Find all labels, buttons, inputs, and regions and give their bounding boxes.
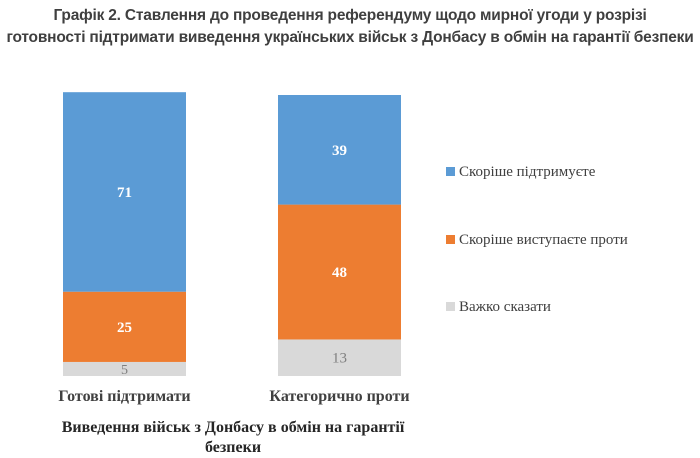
data-label: 5 <box>121 363 128 378</box>
data-label: 48 <box>332 265 347 281</box>
bar-segment <box>278 95 401 205</box>
legend-label: Скоріше підтримуєте <box>459 164 596 180</box>
data-label: 13 <box>332 351 347 367</box>
legend-swatch <box>446 167 455 176</box>
legend-label: Скоріше виступаєте проти <box>459 232 628 248</box>
bar-segment <box>278 339 401 376</box>
data-label: 71 <box>117 185 132 201</box>
bar-segment <box>63 291 186 362</box>
category-label: Категорично проти <box>269 388 409 405</box>
chart-title-line-2: готовності підтримати виведення українсь… <box>6 29 694 46</box>
x-axis-label-line-1: Виведення військ з Донбасу в обмін на га… <box>62 419 405 436</box>
legend: Скоріше підтримуєте Скоріше виступаєте пр… <box>446 164 628 315</box>
bar-segment <box>278 204 401 340</box>
data-label: 39 <box>332 143 347 159</box>
data-label: 25 <box>117 320 132 336</box>
chart-title-line-1: Графік 2. Ставлення до проведення рефере… <box>53 7 647 24</box>
bars-group: 5 25 71 13 48 39 <box>63 92 401 378</box>
category-label: Готові підтримати <box>58 388 190 405</box>
legend-swatch <box>446 302 455 311</box>
bar-segment <box>63 92 186 292</box>
x-axis-label-line-2: безпеки <box>205 439 261 456</box>
category-labels: Готові підтримати Категорично проти <box>58 388 409 405</box>
legend-label: Важко сказати <box>459 299 551 315</box>
chart-title: Графік 2. Ставлення до проведення рефере… <box>0 5 700 49</box>
legend-swatch <box>446 235 455 244</box>
bar-segment <box>63 361 186 376</box>
